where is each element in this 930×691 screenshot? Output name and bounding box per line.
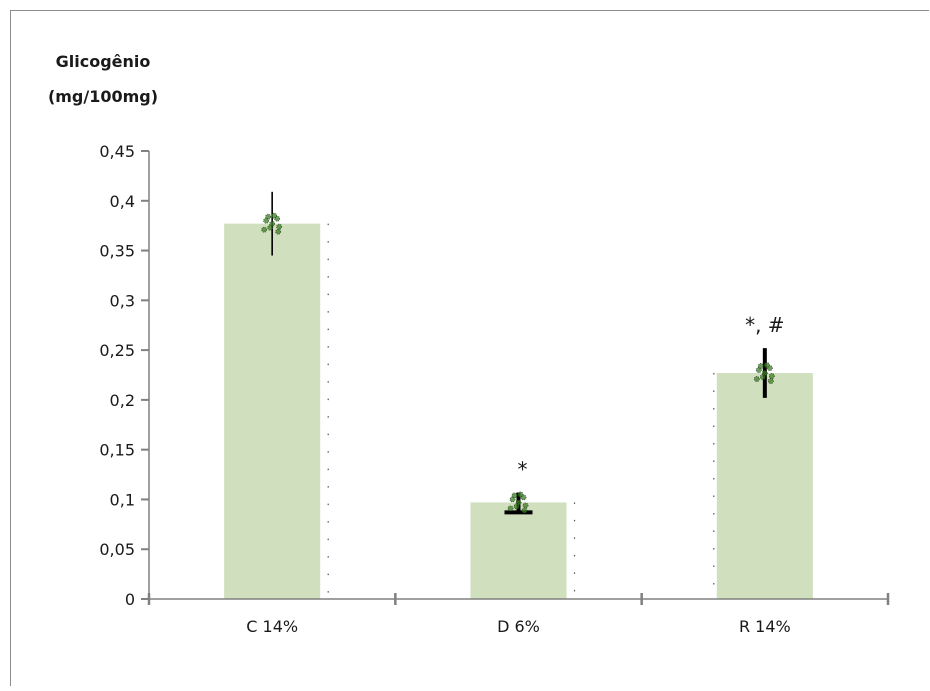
bar-2-point-5: [507, 505, 514, 512]
y-tick-label-6: 0,25: [99, 341, 135, 360]
bar-2-point-9: [521, 507, 528, 514]
y-tick-label-3: 0,1: [110, 490, 135, 509]
x-tick-label-3: R 14%: [739, 617, 791, 636]
y-tick-label-4: 0,15: [99, 441, 135, 460]
y-axis-label: Glicogênio (mg/100mg): [48, 52, 158, 106]
annotation-3: *, #: [745, 313, 784, 337]
y-tick-label-8: 0,35: [99, 242, 135, 261]
bar-2-point-7: [515, 499, 522, 506]
bar-2-point-8: [511, 492, 518, 499]
chart-axes: C 14% D 6% R 14% 0 0,05 0,1 0,15 0,2 0,25 0,3 0,35…: [99, 142, 890, 636]
bar-1-point-7: [269, 220, 276, 227]
bar-2: [470, 502, 567, 599]
bar-3-point-4: [768, 373, 775, 379]
bar-1-point-9: [275, 228, 282, 235]
bar-3-point-5: [753, 376, 760, 382]
y-tick-label-10: 0,45: [99, 142, 135, 161]
chart-marks: * *, #: [224, 191, 813, 600]
bar-2-point-4: [522, 502, 529, 509]
annotation-2: *: [518, 457, 528, 481]
y-axis-label-line-2: (mg/100mg): [48, 87, 158, 106]
bar-1-point-8: [265, 213, 272, 220]
bar-3: [716, 373, 813, 599]
bar-2-point-6: [517, 491, 524, 498]
y-tick-label-2: 0,05: [99, 540, 135, 559]
bar-1-point-5: [261, 226, 268, 233]
x-tick-label-1: C 14%: [246, 617, 298, 636]
bar-chart: Glicogênio (mg/100mg) * *, # C 14% D 6% R 1…: [48, 52, 890, 636]
y-tick-label-5: 0,2: [110, 391, 135, 410]
x-tick-label-2: D 6%: [497, 617, 540, 636]
y-tick-label-9: 0,4: [110, 192, 135, 211]
bar-3-point-9: [767, 378, 774, 384]
y-tick-label-1: 0: [125, 590, 135, 609]
y-tick-label-7: 0,3: [110, 291, 135, 310]
bar-3-point-7: [761, 370, 768, 376]
bar-1-point-6: [271, 212, 278, 219]
bar-1-point-4: [276, 223, 283, 230]
bar-3-point-8: [757, 363, 764, 369]
y-axis-label-line-1: Glicogênio: [56, 52, 151, 71]
bar-1: [224, 223, 321, 600]
bar-3-point-6: [763, 362, 770, 368]
chart-frame: Glicogênio (mg/100mg) * *, # C 14% D 6% R 1…: [10, 10, 929, 686]
